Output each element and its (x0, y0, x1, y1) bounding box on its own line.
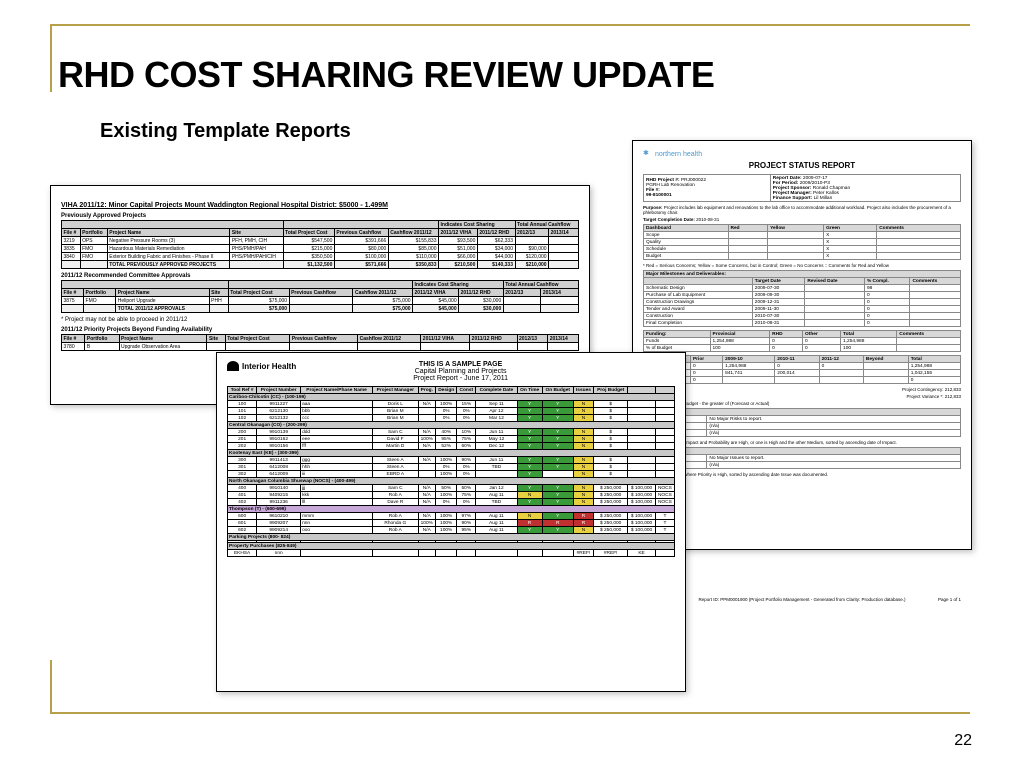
report-interior-health: Interior Health THIS IS A SAMPLE PAGE Ca… (216, 352, 686, 692)
table-row: 6009610210mmmRob AN/A100%97%Aug 11NYR$ 2… (228, 513, 675, 520)
doc2-titles: THIS IS A SAMPLE PAGE Capital Planning a… (413, 361, 508, 382)
table-row: 2009910139dddSam CN/A40%10%Jun 11YYN$ (228, 429, 675, 436)
table-row: 3026412009iiiEBRD A100%0%YN$ (228, 471, 675, 478)
page-number: 22 (954, 732, 972, 750)
table-row: 2029910156fffMartin DN/A52%60%Dec 12YYN$ (228, 443, 675, 450)
doc1-section-a: Previously Approved Projects (61, 213, 579, 219)
table-row: 4009910140jjjSam CN/A50%50%Jan 12YYN$ 25… (228, 485, 675, 492)
top-rule (50, 24, 970, 26)
group-row: Parking Projects (800- 824) (228, 534, 675, 541)
northern-health-logo: ✱ northern health (643, 149, 961, 159)
table-row: 6019909207nnnRhonda G100%100%90%Aug 11RR… (228, 520, 675, 527)
table-row: 4019409215kkkRob AN/A100%75%Aug 11NYN$ 2… (228, 492, 675, 499)
doc1-section-c: 2011/12 Priority Projects Beyond Funding… (61, 327, 579, 333)
bottom-left-rule (50, 660, 52, 714)
table-row: 3835FMOHazardous Materials RemediationPH… (62, 245, 579, 253)
logo-icon (227, 361, 239, 371)
table-row: EKHSAnnn#REF!#REF!KE (228, 550, 675, 557)
group-row: Property Purchases (825-849) (228, 543, 675, 550)
total-row: TOTAL PREVIOUSLY APPROVED PROJECTS$1,132… (62, 261, 579, 269)
table: Indicates Cost SharingTotal Annual Cashf… (61, 280, 579, 313)
table: Indicates Cost SharingTotal Annual Cashf… (61, 220, 579, 269)
table-row: 1016212130bbbBrian M0%0%Apr 12YYN$ (228, 408, 675, 415)
slide-subtitle: Existing Template Reports (100, 120, 351, 143)
table-row: 3009911413gggSteen AN/A100%90%Jun 11YYN$ (228, 457, 675, 464)
table-row: 6029909214oooRob AN/A100%95%Aug 11YYN$ 2… (228, 527, 675, 534)
table-row: 3875FMOHeliport UpgradePHH$75,000$75,000… (62, 297, 579, 305)
logo-text: Interior Health (242, 362, 296, 371)
doc3-title: PROJECT STATUS REPORT (643, 161, 961, 170)
doc1-heading: VIHA 2011/12: Minor Capital Projects Mou… (61, 202, 579, 209)
table-row: 3780BUpgrade Observation Area (62, 343, 579, 351)
project-table: Tool Ref #Project NumberProject Name/Pha… (227, 386, 675, 557)
group-row: Kootenay East (KE) - (300-399) (228, 450, 675, 457)
slide-title: RHD COST SHARING REVIEW UPDATE (58, 54, 714, 96)
bottom-rule (50, 712, 970, 714)
group-row: North Okanagan Columbia Shuswap (NOCS) -… (228, 478, 675, 485)
group-row: Cariboo-Chilcotin (CC) - (100-199) (228, 394, 675, 401)
group-row: Thompson (T) - (600-699) (228, 506, 675, 513)
table-row: 1026212132cccBrian M0%0%Mar 12YYN$ (228, 415, 675, 422)
table-row: 3219OPSNegative Pressure Rooms (3)PFH, P… (62, 237, 579, 245)
left-rule (50, 24, 52, 92)
header-table: RHD Project #: PRJ000022 PGRH Lab Renova… (643, 174, 961, 202)
doc1-section-b: 2011/12 Recommended Committee Approvals (61, 273, 579, 279)
slide: RHD COST SHARING REVIEW UPDATE Existing … (0, 0, 1024, 768)
doc3-footer: 2009-07-17 Report ID: PPM0001900 (Projec… (643, 597, 961, 602)
group-row: Central Okanagan (CO) - (200-299) (228, 422, 675, 429)
table-row: 2019910162eeeDavid F100%95%75%May 12YYN$ (228, 436, 675, 443)
table: File #PortfolioProject NameSiteTotal Pro… (61, 334, 579, 351)
snowflake-icon: ✱ (643, 149, 653, 159)
doc1-note: * Project may not be able to proceed in … (61, 317, 579, 323)
table-row: 4029911236lllDave RN/A0%0%TBDYYN$ 250,00… (228, 499, 675, 506)
total-row: TOTAL 2011/12 APPROVALS$75,000$75,000$45… (62, 305, 579, 313)
table-row: 3016412008hhhSteen A0%0%TBDYYN$ (228, 464, 675, 471)
table-row: 1009911227aaaDoris LN/A100%15%Sep 11YYN$ (228, 401, 675, 408)
table-row: 3840FMOExterior Building Fabric and Fini… (62, 253, 579, 261)
interior-health-logo: Interior Health (227, 361, 296, 371)
